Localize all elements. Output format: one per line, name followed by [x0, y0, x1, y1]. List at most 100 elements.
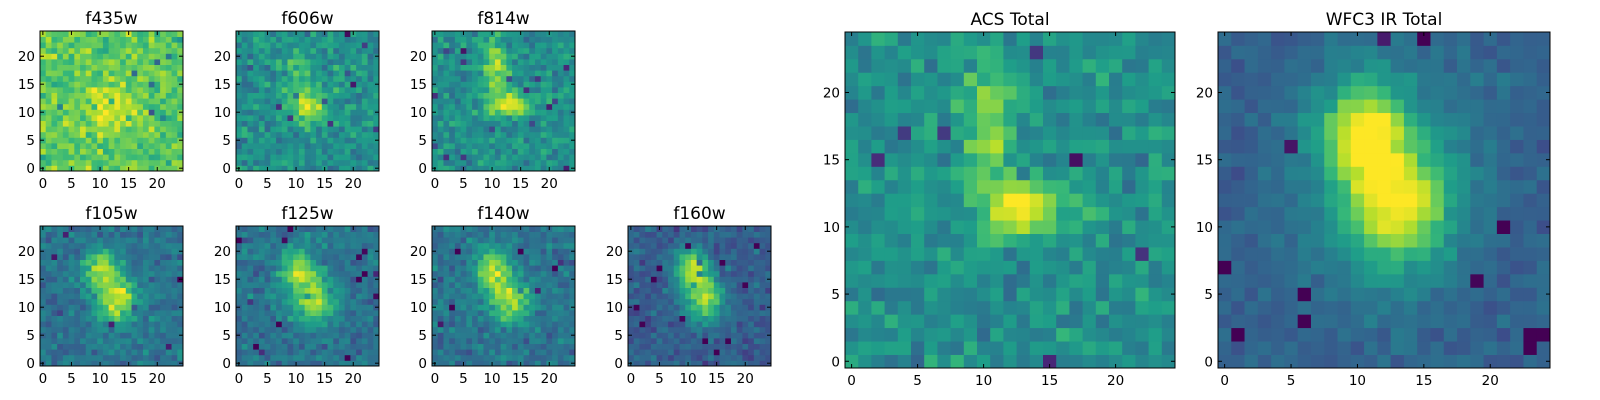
heatmap-cell: [517, 87, 524, 93]
heatmap-cell: [45, 226, 52, 232]
heatmap-cell: [500, 338, 507, 344]
heatmap-cell: [91, 287, 98, 294]
heatmap-cell: [247, 75, 254, 82]
heatmap-cell: [344, 31, 351, 37]
heatmap-cell: [287, 115, 294, 121]
heatmap-cell: [517, 276, 524, 283]
heatmap-cell: [719, 310, 726, 316]
heatmap-cell: [51, 109, 58, 116]
heatmap-cell: [165, 31, 172, 37]
heatmap-cell: [628, 343, 635, 350]
heatmap-cell: [736, 254, 743, 260]
heatmap-cell: [650, 354, 657, 361]
heatmap-cell: [276, 237, 283, 244]
heatmap-cell: [673, 254, 680, 260]
heatmap-cell: [546, 287, 553, 294]
heatmap-cell: [500, 120, 507, 127]
y-tick-label: 20: [410, 244, 427, 260]
heatmap-cell: [742, 343, 749, 350]
heatmap-cell: [131, 42, 138, 49]
heatmap-cell: [696, 338, 703, 344]
heatmap-cell: [1016, 314, 1031, 329]
heatmap-cell: [80, 315, 87, 322]
heatmap-cell: [534, 109, 542, 116]
heatmap-cell: [708, 293, 715, 300]
heatmap-cell: [333, 237, 340, 244]
heatmap-cell: [293, 59, 300, 65]
heatmap-cell: [270, 47, 277, 54]
heatmap-cell: [258, 343, 265, 350]
heatmap-cell: [460, 131, 467, 138]
heatmap-cell: [460, 248, 467, 255]
heatmap-cell: [523, 64, 530, 71]
heatmap-cell: [293, 75, 300, 82]
heatmap-cell: [333, 248, 340, 255]
heatmap-cell: [512, 349, 519, 356]
heatmap-cell: [160, 87, 167, 93]
heatmap-cell: [472, 70, 479, 77]
heatmap-cell: [253, 131, 260, 138]
heatmap-cell: [298, 231, 306, 238]
heatmap-cell: [131, 92, 138, 99]
heatmap-cell: [477, 259, 484, 266]
heatmap-cell: [477, 270, 484, 277]
heatmap-cell: [236, 92, 243, 99]
heatmap-cell: [298, 321, 306, 328]
heatmap-cell: [552, 254, 559, 260]
heatmap-cell: [494, 315, 502, 322]
heatmap-cell: [517, 332, 524, 339]
heatmap-cell: [483, 131, 490, 138]
heatmap-cell: [114, 248, 121, 255]
heatmap-cell: [287, 126, 294, 133]
heatmap-cell: [327, 326, 334, 333]
heatmap-cell: [449, 154, 456, 161]
heatmap-cell: [437, 159, 444, 166]
heatmap-cell: [304, 143, 311, 149]
heatmap-cell: [154, 47, 161, 54]
heatmap-cell: [725, 276, 732, 283]
heatmap-cell: [477, 36, 484, 43]
heatmap-cell: [298, 64, 306, 71]
heatmap-cell: [350, 143, 357, 149]
heatmap-cell: [142, 137, 150, 144]
heatmap-cell: [529, 64, 536, 71]
heatmap-cell: [102, 109, 110, 116]
heatmap-cell: [316, 315, 323, 322]
heatmap-cell: [937, 166, 951, 181]
heatmap-cell: [298, 87, 306, 93]
heatmap-cell: [338, 70, 346, 77]
heatmap-cell: [742, 310, 749, 316]
heatmap-cell: [137, 115, 144, 121]
heatmap-cell: [276, 349, 283, 356]
heatmap-cell: [236, 98, 243, 105]
heatmap-cell: [950, 260, 965, 275]
heatmap-cell: [270, 109, 277, 116]
heatmap-cell: [367, 75, 374, 82]
heatmap-cell: [460, 231, 467, 238]
heatmap-cell: [333, 120, 340, 127]
heatmap-cell: [125, 53, 132, 60]
heatmap-cell: [534, 92, 542, 99]
heatmap-cell: [557, 321, 564, 328]
heatmap-cell: [148, 126, 155, 133]
heatmap-cell: [281, 276, 288, 283]
heatmap-cell: [51, 321, 58, 328]
heatmap-cell: [293, 338, 300, 344]
heatmap-cell: [765, 259, 772, 266]
heatmap-cell: [236, 326, 243, 333]
heatmap-cell: [650, 248, 657, 255]
heatmap-cell: [483, 287, 490, 294]
heatmap-cell: [165, 349, 172, 356]
heatmap-cell: [650, 338, 657, 344]
heatmap-cell: [154, 293, 161, 300]
heatmap-cell: [725, 254, 732, 260]
heatmap-cell: [97, 298, 104, 305]
heatmap-cell: [557, 36, 564, 43]
heatmap-cell: [51, 115, 58, 121]
heatmap-cell: [276, 304, 283, 311]
heatmap-cell: [338, 349, 346, 356]
heatmap-cell: [668, 360, 675, 367]
heatmap-cell: [668, 338, 675, 344]
heatmap-cell: [304, 360, 311, 367]
heatmap-cell: [264, 354, 271, 361]
